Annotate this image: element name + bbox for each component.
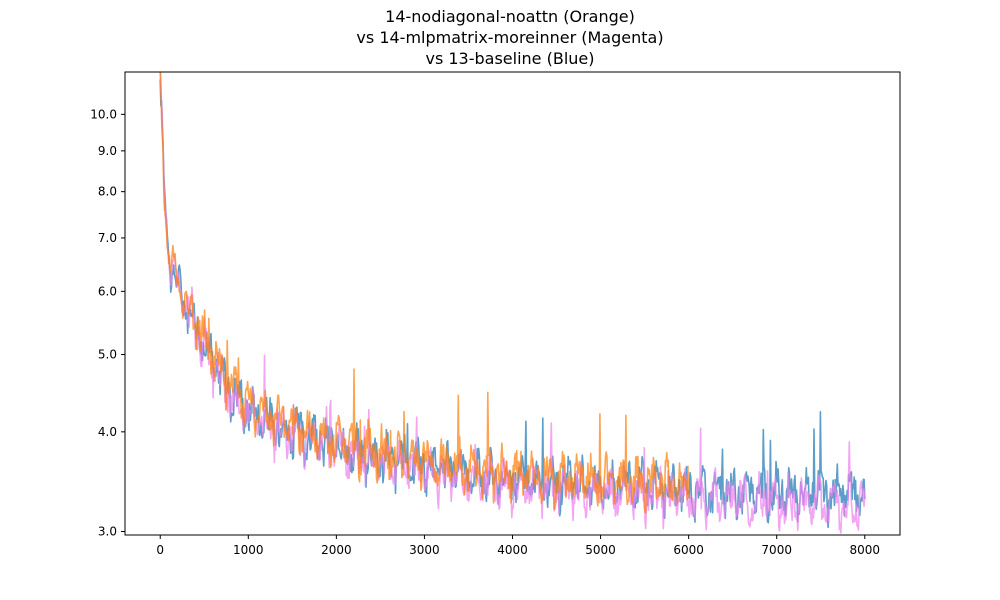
x-tick-label: 3000 [409,543,440,557]
y-tick-label: 4.0 [98,425,117,439]
title-line-3: vs 13-baseline (Blue) [425,49,594,68]
series-orange-line [159,72,690,514]
x-tick-label: 5000 [585,543,616,557]
series-magenta-line [159,72,866,534]
x-tick-label: 0 [156,543,164,557]
series-blue-line [159,79,866,529]
x-tick-label: 8000 [849,543,880,557]
x-tick-label: 2000 [321,543,352,557]
x-tick-label: 7000 [761,543,792,557]
title-line-1: 14-nodiagonal-noattn (Orange) [385,7,635,26]
chart-title: 14-nodiagonal-noattn (Orange) vs 14-mlpm… [356,7,663,68]
y-tick-label: 3.0 [98,525,117,539]
x-tick-label: 4000 [497,543,528,557]
y-tick-label: 7.0 [98,231,117,245]
y-tick-label: 5.0 [98,348,117,362]
y-tick-label: 6.0 [98,284,117,298]
x-tick-label: 1000 [233,543,264,557]
y-tick-label: 8.0 [98,185,117,199]
y-tick-label: 9.0 [98,144,117,158]
series-layer [159,72,866,534]
x-axis: 0 1000 2000 3000 4000 5000 6000 7000 8000 [156,535,880,557]
title-line-2: vs 14-mlpmatrix-moreinner (Magenta) [356,28,663,47]
y-axis: 3.0 4.0 5.0 6.0 7.0 8.0 9.0 10.0 [90,107,125,539]
y-tick-label: 10.0 [90,107,117,121]
x-tick-label: 6000 [673,543,704,557]
